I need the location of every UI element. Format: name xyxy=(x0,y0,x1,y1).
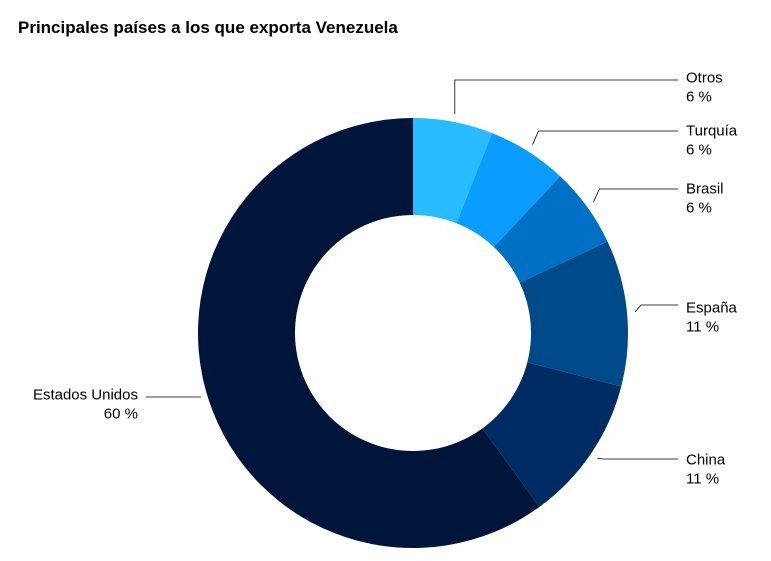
slice-label-estados-unidos: Estados Unidos xyxy=(33,386,138,403)
slice-label-brasil: Brasil xyxy=(686,180,724,197)
leader-line-brasil xyxy=(593,188,678,203)
leader-line-turquia xyxy=(532,130,678,145)
slice-value-estados-unidos: 60 % xyxy=(104,405,138,422)
leader-line-espana xyxy=(634,304,678,313)
slice-labels: Otros 6 % Turquía 6 % Brasil 6 % España 11 % Chi… xyxy=(33,69,738,487)
leader-line-china xyxy=(597,457,678,460)
leader-line-otros xyxy=(454,79,678,114)
slice-brasil xyxy=(493,176,608,283)
slice-value-turquia: 6 % xyxy=(686,141,712,158)
slice-label-china: China xyxy=(686,451,726,468)
chart-title: Principales países a los que exporta Ven… xyxy=(18,18,398,37)
slice-value-otros: 6 % xyxy=(686,88,712,105)
donut-slices xyxy=(198,118,629,548)
slice-otros xyxy=(413,118,493,224)
slice-value-espana: 11 % xyxy=(686,318,719,335)
slice-china xyxy=(482,362,622,507)
slice-value-china: 11 % xyxy=(686,470,719,487)
slice-espana xyxy=(519,241,629,387)
slice-label-otros: Otros xyxy=(686,69,723,86)
slice-label-turquia: Turquía xyxy=(686,122,738,139)
slice-turquia xyxy=(456,133,561,247)
slice-estados-unidos xyxy=(198,118,540,548)
slice-value-brasil: 6 % xyxy=(686,199,712,216)
slice-label-espana: España xyxy=(686,299,738,316)
